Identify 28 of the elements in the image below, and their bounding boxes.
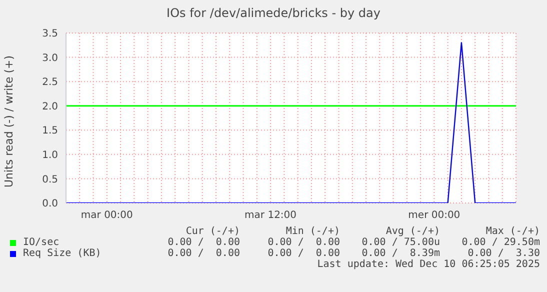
text: Max (-/+) <box>484 226 540 237</box>
legend-label: IO/sec <box>23 237 60 248</box>
x-tick-label: mer 00:00 <box>408 210 460 222</box>
y-tick-label: 3.0 <box>42 52 58 64</box>
legend-label: Req Size (KB) <box>23 248 102 259</box>
text: Min (-/+) <box>284 226 340 237</box>
text: 0.00 / 29.50m <box>460 237 540 248</box>
text: 0.00 / 75.00u <box>360 237 440 248</box>
y-tick-label: 3.5 <box>42 28 58 40</box>
x-tick-label: mar 12:00 <box>244 210 297 222</box>
text: 0.00 / 0.00 <box>266 237 340 248</box>
y-tick-label: 1.0 <box>42 150 58 161</box>
text: 0.00 / 0.00 <box>166 248 240 259</box>
text: 0.00 / 0.00 <box>266 248 340 259</box>
text: 0.00 / 8.39m <box>360 248 440 259</box>
text: 0.00 / 0.00 <box>166 237 240 248</box>
text: Last update: Wed Dec 10 06:25:05 2025 <box>316 259 540 270</box>
y-tick-label: 1.5 <box>42 126 58 137</box>
y-tick-label: 2.0 <box>42 101 58 112</box>
y-tick-label: 2.5 <box>42 77 58 88</box>
y-axis-title: Units read (-) / write (+) <box>2 54 16 188</box>
text: Cur (-/+) <box>184 226 240 237</box>
chart-title: IOs for /dev/alimede/bricks - by day <box>166 6 382 20</box>
text: 0.00 / 3.30 <box>466 248 540 259</box>
y-tick-label: 0.0 <box>42 198 58 210</box>
text: Avg (-/+) <box>384 226 440 237</box>
x-tick-label: mar 00:00 <box>80 210 133 222</box>
y-tick-label: 0.5 <box>42 174 58 186</box>
